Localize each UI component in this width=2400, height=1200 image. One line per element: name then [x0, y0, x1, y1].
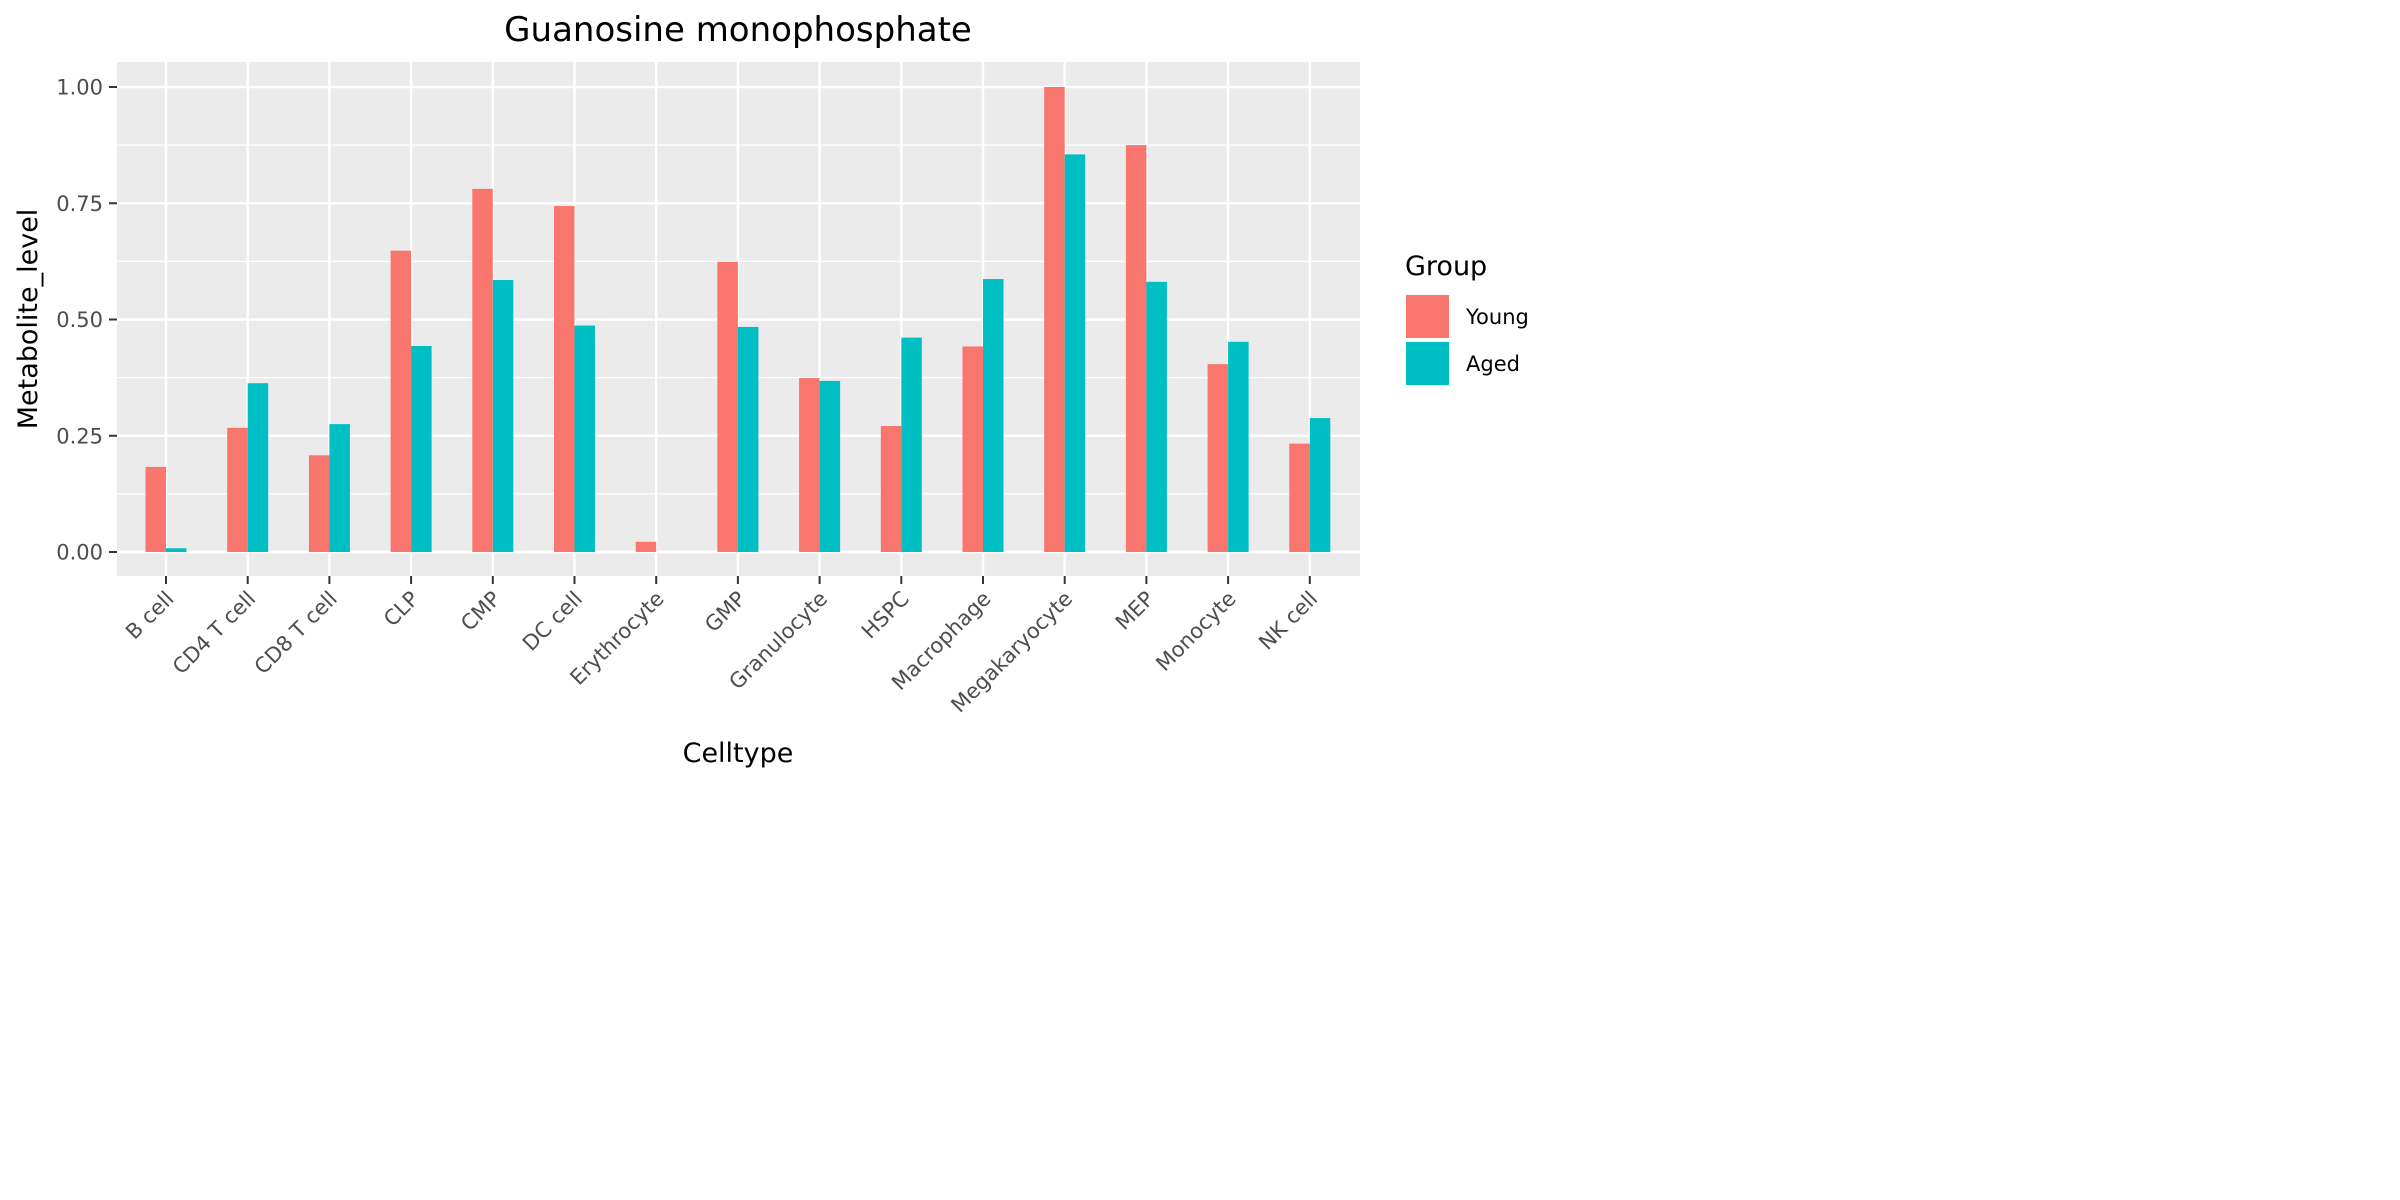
y-axis-title: Metabolite_level — [13, 209, 44, 430]
bar-young-hspc — [880, 425, 902, 552]
x-tick-label: MEP — [1111, 587, 1159, 635]
bar-aged-gmp — [737, 326, 759, 552]
y-tick-label: 0.50 — [56, 308, 103, 332]
bar-aged-nk-cell — [1309, 418, 1331, 552]
bar-aged-cd4-t-cell — [247, 383, 269, 552]
chart-title: Guanosine monophosphate — [504, 10, 972, 50]
bar-young-erythrocyte — [635, 541, 657, 552]
bar-young-dc-cell — [554, 206, 575, 553]
bar-young-granulocyte — [799, 378, 820, 552]
x-tick-label: CMP — [456, 587, 505, 636]
bar-young-gmp — [717, 261, 738, 552]
bar-young-cd8-t-cell — [308, 455, 330, 552]
bar-young-mep — [1125, 145, 1147, 552]
x-tick-label: NK cell — [1254, 587, 1322, 655]
legend: Group Young Aged — [1405, 251, 1529, 385]
bar-aged-macrophage — [983, 279, 1004, 552]
x-tick-label: CD8 T cell — [250, 587, 342, 679]
bar-aged-b-cell — [166, 548, 187, 552]
bars — [145, 87, 1331, 553]
bar-aged-hspc — [901, 337, 922, 552]
bar-aged-clp — [411, 346, 432, 552]
bar-aged-monocyte — [1228, 341, 1249, 552]
bar-aged-megakaryocyte — [1064, 154, 1086, 553]
bar-aged-mep — [1146, 281, 1167, 552]
legend-label-young: Young — [1465, 305, 1529, 329]
bar-aged-granulocyte — [819, 380, 841, 552]
bar-aged-cd8-t-cell — [329, 424, 350, 552]
x-axis-title: Celltype — [683, 738, 794, 769]
x-tick-label: CD4 T cell — [168, 587, 260, 679]
bar-young-clp — [390, 250, 412, 552]
y-tick-label: 0.25 — [56, 424, 103, 448]
bar-aged-cmp — [492, 279, 514, 552]
bar-young-nk-cell — [1289, 443, 1310, 552]
chart: Guanosine monophosphate 0.00 0.25 0.50 0.75… — [13, 10, 1529, 769]
bar-young-b-cell — [145, 466, 166, 552]
legend-label-aged: Aged — [1466, 352, 1520, 376]
x-tick-label: CLP — [379, 587, 424, 632]
bar-aged-dc-cell — [574, 325, 595, 552]
legend-key-young — [1406, 295, 1449, 338]
legend-key-aged — [1406, 342, 1449, 385]
y-axis: 0.00 0.25 0.50 0.75 1.00 — [56, 76, 117, 565]
y-tick-label: 0.75 — [56, 192, 103, 216]
bar-young-megakaryocyte — [1044, 87, 1065, 552]
bar-young-monocyte — [1207, 364, 1229, 552]
y-tick-label: 1.00 — [56, 76, 103, 100]
legend-title: Group — [1405, 251, 1487, 282]
y-tick-label: 0.00 — [56, 541, 103, 565]
x-tick-label: Monocyte — [1151, 587, 1240, 676]
x-tick-label: HSPC — [857, 587, 914, 644]
bar-young-macrophage — [962, 346, 983, 552]
x-tick-label: DC cell — [518, 587, 587, 656]
bar-young-cmp — [472, 188, 493, 552]
bar-young-cd4-t-cell — [227, 427, 248, 552]
x-tick-label: GMP — [700, 587, 750, 637]
x-tick-label: B cell — [121, 587, 178, 644]
